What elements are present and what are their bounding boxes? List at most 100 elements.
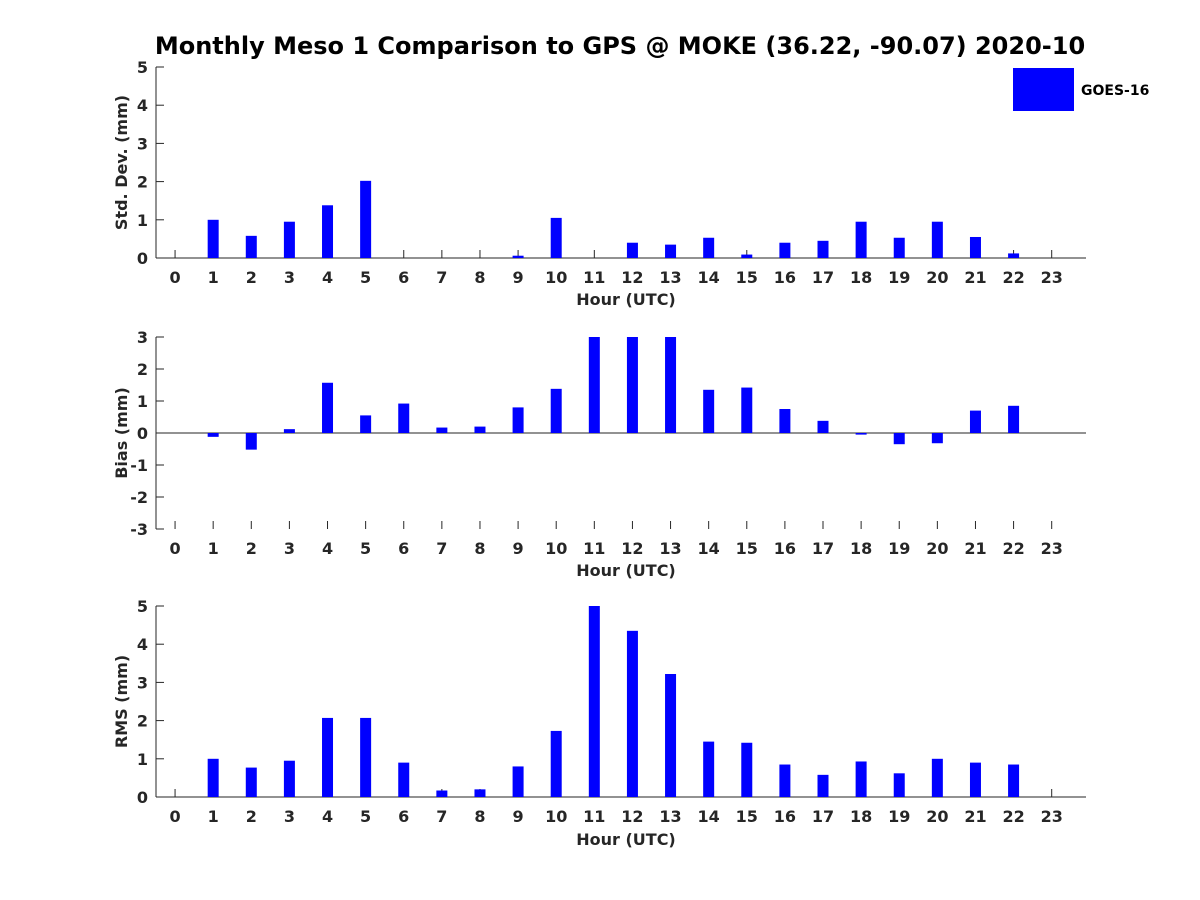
legend: GOES-16 [1013,68,1149,111]
bar [283,221,295,258]
x-tick-label: 19 [888,539,910,558]
x-tick-label: 3 [284,807,295,826]
x-tick-label: 9 [513,539,524,558]
x-tick-label: 15 [736,268,758,287]
bar [1008,764,1020,797]
x-tick-label: 17 [812,268,834,287]
x-tick-label: 5 [360,807,371,826]
x-tick-label: 2 [246,268,257,287]
bar [703,237,715,258]
x-tick-label: 10 [545,268,567,287]
bar [665,244,677,258]
bar [474,426,486,433]
bar [703,389,715,433]
bar [893,773,905,797]
x-tick-label: 13 [659,268,681,287]
x-tick-label: 23 [1041,268,1063,287]
bar [550,217,562,258]
bar [779,764,791,797]
bar [360,415,372,433]
bar [969,762,981,797]
bar [588,337,600,433]
bar [398,403,410,433]
y-tick-label: 5 [137,58,148,77]
x-tick-label: 4 [322,268,333,287]
bar [969,410,981,433]
bar [436,790,448,797]
bar [931,758,943,797]
x-tick-label: 11 [583,539,605,558]
bar [283,760,295,797]
y-tick-label: -1 [130,456,148,475]
x-tick-label: 23 [1041,807,1063,826]
x-tick-label: 15 [736,539,758,558]
y-tick-label: 4 [137,96,148,115]
bar [665,337,677,433]
bar [245,767,257,797]
x-tick-label: 17 [812,539,834,558]
x-tick-label: 10 [545,539,567,558]
x-tick-label: 4 [322,807,333,826]
bar [322,382,334,433]
bar [1008,405,1020,433]
bar [817,774,829,797]
x-tick-label: 21 [964,807,986,826]
x-tick-label: 10 [545,807,567,826]
x-tick-label: 16 [774,807,796,826]
x-tick-label: 19 [888,807,910,826]
y-tick-label: 0 [137,788,148,807]
bar [550,730,562,797]
bar [550,388,562,433]
x-tick-label: 19 [888,268,910,287]
bar [969,236,981,258]
x-tick-label: 6 [398,539,409,558]
y-tick-label: 0 [137,424,148,443]
x-tick-label: 1 [208,539,219,558]
legend-swatch [1013,68,1074,111]
x-axis-label: Hour (UTC) [576,830,676,849]
x-tick-label: 3 [284,539,295,558]
y-tick-label: -3 [130,520,148,539]
x-tick-label: 1 [208,807,219,826]
y-tick-label: -2 [130,488,148,507]
x-tick-label: 14 [698,807,720,826]
x-tick-label: 8 [474,268,485,287]
bar [474,789,486,797]
bar [207,219,219,258]
x-tick-label: 5 [360,539,371,558]
bar [245,235,257,258]
x-tick-label: 2 [246,539,257,558]
x-tick-label: 18 [850,268,872,287]
y-tick-label: 4 [137,635,148,654]
x-tick-label: 4 [322,539,333,558]
x-tick-label: 18 [850,807,872,826]
x-tick-label: 13 [659,807,681,826]
x-tick-label: 12 [621,807,643,826]
x-tick-label: 0 [169,268,180,287]
bar [283,429,295,433]
bar [893,237,905,258]
bar [855,433,867,435]
y-tick-label: 1 [137,211,148,230]
x-tick-label: 1 [208,268,219,287]
x-tick-label: 6 [398,807,409,826]
bar [512,766,524,797]
x-tick-label: 22 [1002,807,1024,826]
x-axis-label: Hour (UTC) [576,290,676,309]
bar [245,433,257,450]
x-tick-label: 23 [1041,539,1063,558]
x-tick-label: 18 [850,539,872,558]
x-tick-label: 20 [926,807,948,826]
bar [436,427,448,433]
y-tick-label: 3 [137,673,148,692]
bar [893,433,905,445]
x-tick-label: 20 [926,268,948,287]
x-tick-label: 11 [583,807,605,826]
x-tick-label: 7 [436,268,447,287]
bar [665,673,677,797]
y-tick-label: 2 [137,712,148,731]
bar [855,221,867,258]
